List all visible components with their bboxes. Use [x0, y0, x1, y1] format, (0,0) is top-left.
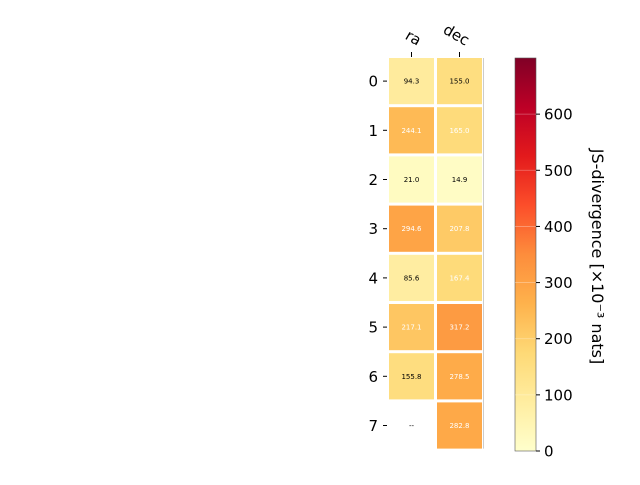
cell-value-label: 278.5 [449, 373, 469, 381]
colorbar-gradient [514, 57, 537, 452]
heatmap-cell-r0-c0: 94.3 [389, 58, 434, 105]
row-label-3: 3 [368, 220, 378, 238]
heatmap-cell-r1-c1: 165.0 [437, 107, 482, 154]
cell-rect [389, 58, 434, 105]
colorbar-label: JS-divergence [×10⁻³ nats] [588, 148, 607, 364]
colorbar-tick-label: 0 [544, 443, 554, 461]
cell-rect [389, 353, 434, 400]
cell-value-label: 155.0 [449, 78, 469, 86]
row-label-0: 0 [368, 73, 378, 91]
column-label-dec: dec [440, 20, 472, 49]
row-label-1: 1 [368, 122, 378, 140]
column-labels: ra dec [402, 20, 473, 57]
cell-value-label: 165.0 [449, 127, 469, 135]
cell-value-label: 85.6 [404, 274, 420, 282]
row-label-2: 2 [368, 171, 378, 189]
cell-value-label: 317.2 [449, 324, 469, 332]
heatmap-cell-r0-c1: 155.0 [437, 58, 482, 105]
heatmap-cell-r6-c1: 278.5 [437, 353, 482, 400]
heatmap-cell-r5-c0: 217.1 [389, 304, 434, 351]
heatmap-cell-r4-c1: 167.4 [437, 254, 482, 301]
cell-rect [389, 205, 434, 252]
cell-rect [437, 304, 482, 351]
cell-rect [437, 107, 482, 154]
row-label-7: 7 [368, 417, 378, 435]
cell-rect [437, 402, 482, 449]
cell-rect [389, 107, 434, 154]
row-labels: 0 1 2 3 4 5 6 7 [368, 73, 387, 435]
cell-value-label: -- [409, 422, 415, 430]
row-label-4: 4 [368, 269, 378, 287]
colorbar-tick-label: 600 [544, 106, 573, 124]
heatmap-cell-r5-c1: 317.2 [437, 304, 482, 351]
colorbar-tick-label: 200 [544, 330, 573, 348]
cell-rect [389, 156, 434, 203]
heatmap-cell-r6-c0: 155.8 [389, 353, 434, 400]
cell-rect [437, 58, 482, 105]
cell-value-label: 244.1 [401, 127, 421, 135]
cell-value-label: 294.6 [401, 225, 422, 233]
heatmap-cell-r2-c1: 14.9 [437, 156, 482, 203]
heatmap-cell-r4-c0: 85.6 [389, 254, 434, 301]
cell-rect [389, 254, 434, 301]
cell-value-label: 155.8 [401, 373, 421, 381]
heatmap-cell-r7-c1: 282.8 [437, 402, 482, 449]
row-label-6: 6 [368, 368, 378, 386]
cell-rect [437, 156, 482, 203]
cell-rect [389, 304, 434, 351]
heatmap-cell-r3-c1: 207.8 [437, 205, 482, 252]
colorbar-tick-label: 400 [544, 218, 573, 236]
heatmap-cell-r2-c0: 21.0 [389, 156, 434, 203]
cell-rect [437, 254, 482, 301]
heatmap-cell-r7-c0: -- [409, 422, 415, 430]
column-label-ra: ra [402, 26, 424, 49]
cell-rect [437, 205, 482, 252]
colorbar-tick-label: 300 [544, 274, 573, 292]
heatmap-cell-r1-c0: 244.1 [389, 107, 434, 154]
cell-value-label: 94.3 [404, 78, 420, 86]
cell-value-label: 207.8 [449, 225, 469, 233]
cell-value-label: 21.0 [404, 176, 420, 184]
heatmap-cells: 94.3 155.0 244.1 165.0 21.0 14.9 294.6 207.8 85.… [389, 58, 484, 449]
cell-value-label: 217.1 [401, 324, 421, 332]
colorbar-tick-label: 100 [544, 386, 573, 404]
cell-value-label: 14.9 [452, 176, 468, 184]
cell-value-label: 282.8 [449, 422, 469, 430]
colorbar: 0 100 200 300 400 500 600 JS-divergence [×10⁻³ … [514, 57, 607, 461]
cell-rect [437, 353, 482, 400]
row-label-5: 5 [368, 319, 378, 337]
cell-value-label: 167.4 [449, 274, 470, 282]
heatmap-cell-r3-c0: 294.6 [389, 205, 434, 252]
colorbar-tick-label: 500 [544, 162, 573, 180]
